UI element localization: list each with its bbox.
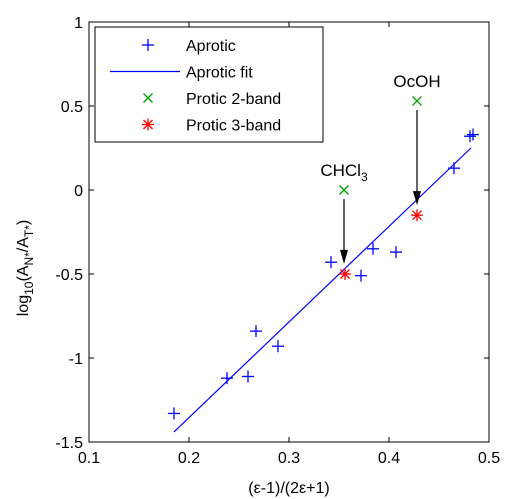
data-point-plus <box>467 128 479 141</box>
legend-box <box>94 26 324 143</box>
x-tick-label: 0.1 <box>78 450 100 467</box>
annotation-arrowhead <box>340 249 348 264</box>
data-point-x <box>412 96 422 106</box>
data-point-plus <box>390 246 402 259</box>
annotation-label: CHCl3 <box>320 161 368 184</box>
legend-swatch-star <box>142 118 154 131</box>
legend-label: Aprotic fit <box>186 65 253 82</box>
data-point-plus <box>355 269 367 282</box>
legend-label: Aprotic <box>186 38 236 55</box>
annotation-arrowhead <box>413 191 421 206</box>
y-axis-label: log10(AN*/AT*) <box>15 220 36 317</box>
legend-swatch-plus <box>142 39 154 51</box>
data-point-plus <box>272 340 284 353</box>
legend: Aprotic Aprotic fit Protic 2-band Protic 3-… <box>94 26 324 143</box>
y-tick-label: 0.5 <box>61 99 83 116</box>
data-point-plus <box>168 407 180 420</box>
y-label-sub1: 10 <box>22 281 36 295</box>
x-tick-label: 0.3 <box>278 450 300 467</box>
chart-marks <box>168 96 479 433</box>
data-point-plus <box>250 325 262 338</box>
y-tick-label: 0 <box>74 183 83 200</box>
y-label-sub3: T* <box>22 225 36 237</box>
y-tick-label: 1 <box>74 15 83 32</box>
legend-label: Protic 3-band <box>186 118 281 135</box>
data-point-x <box>339 185 349 195</box>
fit-line <box>173 147 472 433</box>
y-label-sub2: N* <box>22 252 36 266</box>
y-tick-label: -0.5 <box>55 267 83 284</box>
y-label-end: ) <box>15 220 32 225</box>
x-tick-label: 0.4 <box>378 450 400 467</box>
y-label-mid2: /A <box>15 237 32 252</box>
data-point-star <box>411 209 423 222</box>
data-point-plus <box>242 370 254 383</box>
data-point-plus <box>367 242 379 255</box>
x-tick-label: 0.2 <box>178 450 200 467</box>
annotations: CHCl3 OcOH <box>320 72 441 264</box>
data-point-plus <box>325 256 337 269</box>
x-axis-label: (ε-1)/(2ε+1) <box>248 480 329 497</box>
y-label-base: log <box>15 295 32 316</box>
legend-swatch-x <box>143 93 153 103</box>
y-tick-label: -1.5 <box>55 435 83 452</box>
y-tick-label: -1 <box>69 351 83 368</box>
legend-label: Protic 2-band <box>186 91 281 108</box>
y-label-mid1: (A <box>15 265 32 281</box>
x-tick-label: 0.5 <box>478 450 500 467</box>
axis-ticks: 0.1 0.2 0.3 0.4 0.5 -1.5 -1 -0.5 0 0.5 1 <box>55 15 500 467</box>
annotation-label: OcOH <box>393 72 440 91</box>
data-point-star <box>339 268 351 280</box>
data-point-plus <box>464 130 476 143</box>
